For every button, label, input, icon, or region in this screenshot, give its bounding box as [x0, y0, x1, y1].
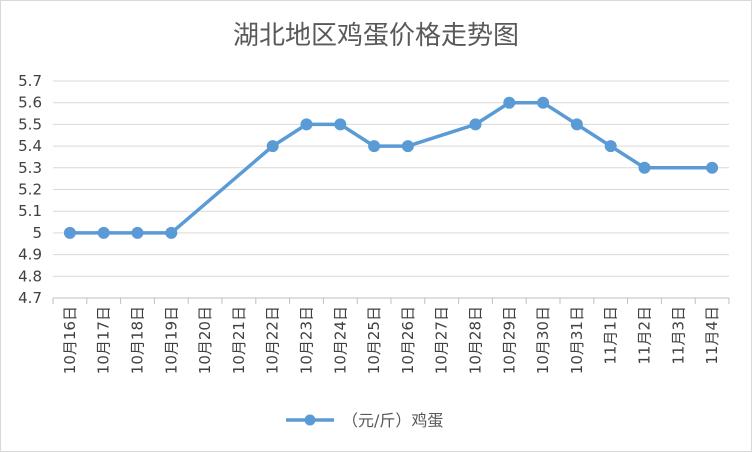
grid-layer	[53, 80, 729, 277]
x-tick-label: 11月4日	[703, 306, 721, 365]
data-point	[63, 226, 76, 239]
x-tick-label: 10月20日	[196, 306, 214, 374]
data-point	[469, 118, 482, 131]
data-point	[604, 140, 617, 153]
x-tick-label: 10月24日	[331, 306, 349, 374]
x-tick-labels: 10月16日 10月17日 10月18日 10月19日 10月20日 10月21日 10月2…	[61, 306, 721, 374]
x-tick-label: 11月2日	[636, 306, 654, 365]
y-tick-label: 5.1	[18, 202, 42, 220]
x-tick-label: 10月23日	[298, 306, 316, 374]
x-tick-label: 10月25日	[365, 306, 383, 374]
data-point	[97, 226, 110, 239]
y-tick-label: 4.8	[18, 267, 42, 285]
data-point	[368, 140, 381, 153]
axis-layer	[52, 297, 730, 304]
data-point	[706, 161, 719, 174]
y-tick-label: 5.4	[18, 137, 42, 155]
legend-series-label: （元/斤）鸡蛋	[342, 411, 443, 430]
x-tick-label: 11月3日	[669, 306, 687, 365]
x-tick-label: 10月16日	[61, 306, 79, 374]
y-tick-label: 5.7	[18, 72, 42, 90]
data-point	[638, 161, 651, 174]
x-tick-label: 10月17日	[95, 306, 113, 374]
x-tick-label: 10月28日	[467, 306, 485, 374]
chart-title: 湖北地区鸡蛋价格走势图	[233, 21, 519, 51]
series-layer	[63, 96, 719, 239]
y-tick-label: 5	[32, 224, 42, 242]
data-point	[401, 140, 414, 153]
data-point	[537, 96, 550, 109]
legend: （元/斤）鸡蛋	[286, 411, 443, 430]
x-tick-label: 10月26日	[399, 306, 417, 374]
x-tick-label: 10月29日	[500, 306, 518, 374]
x-tick-label: 11月1日	[602, 306, 620, 365]
x-tick-label: 10月19日	[162, 306, 180, 374]
data-point	[570, 118, 583, 131]
x-tick-label: 10月30日	[534, 306, 552, 374]
data-point	[503, 96, 516, 109]
x-tick-label: 10月22日	[264, 306, 282, 374]
data-point	[165, 226, 178, 239]
y-tick-label: 5.5	[18, 115, 42, 133]
y-tick-label: 5.2	[18, 181, 42, 199]
y-tick-label: 5.3	[18, 159, 42, 177]
series-line	[68, 100, 714, 235]
data-point	[266, 140, 279, 153]
x-tick-label: 10月18日	[129, 306, 147, 374]
legend-dot-marker	[304, 414, 316, 426]
x-tick-label: 10月27日	[433, 306, 451, 374]
y-tick-label: 4.9	[18, 246, 42, 264]
y-tick-label: 5.6	[18, 94, 42, 112]
y-tick-labels: 4.7 4.8 4.9 5 5.1 5.2 5.3 5.4 5.5 5.6 5.7	[18, 72, 42, 307]
y-tick-label: 4.7	[18, 289, 42, 307]
data-point	[131, 226, 144, 239]
data-point	[300, 118, 313, 131]
data-point	[334, 118, 347, 131]
x-tick-label: 10月21日	[230, 306, 248, 374]
x-tick-label: 10月31日	[568, 306, 586, 374]
